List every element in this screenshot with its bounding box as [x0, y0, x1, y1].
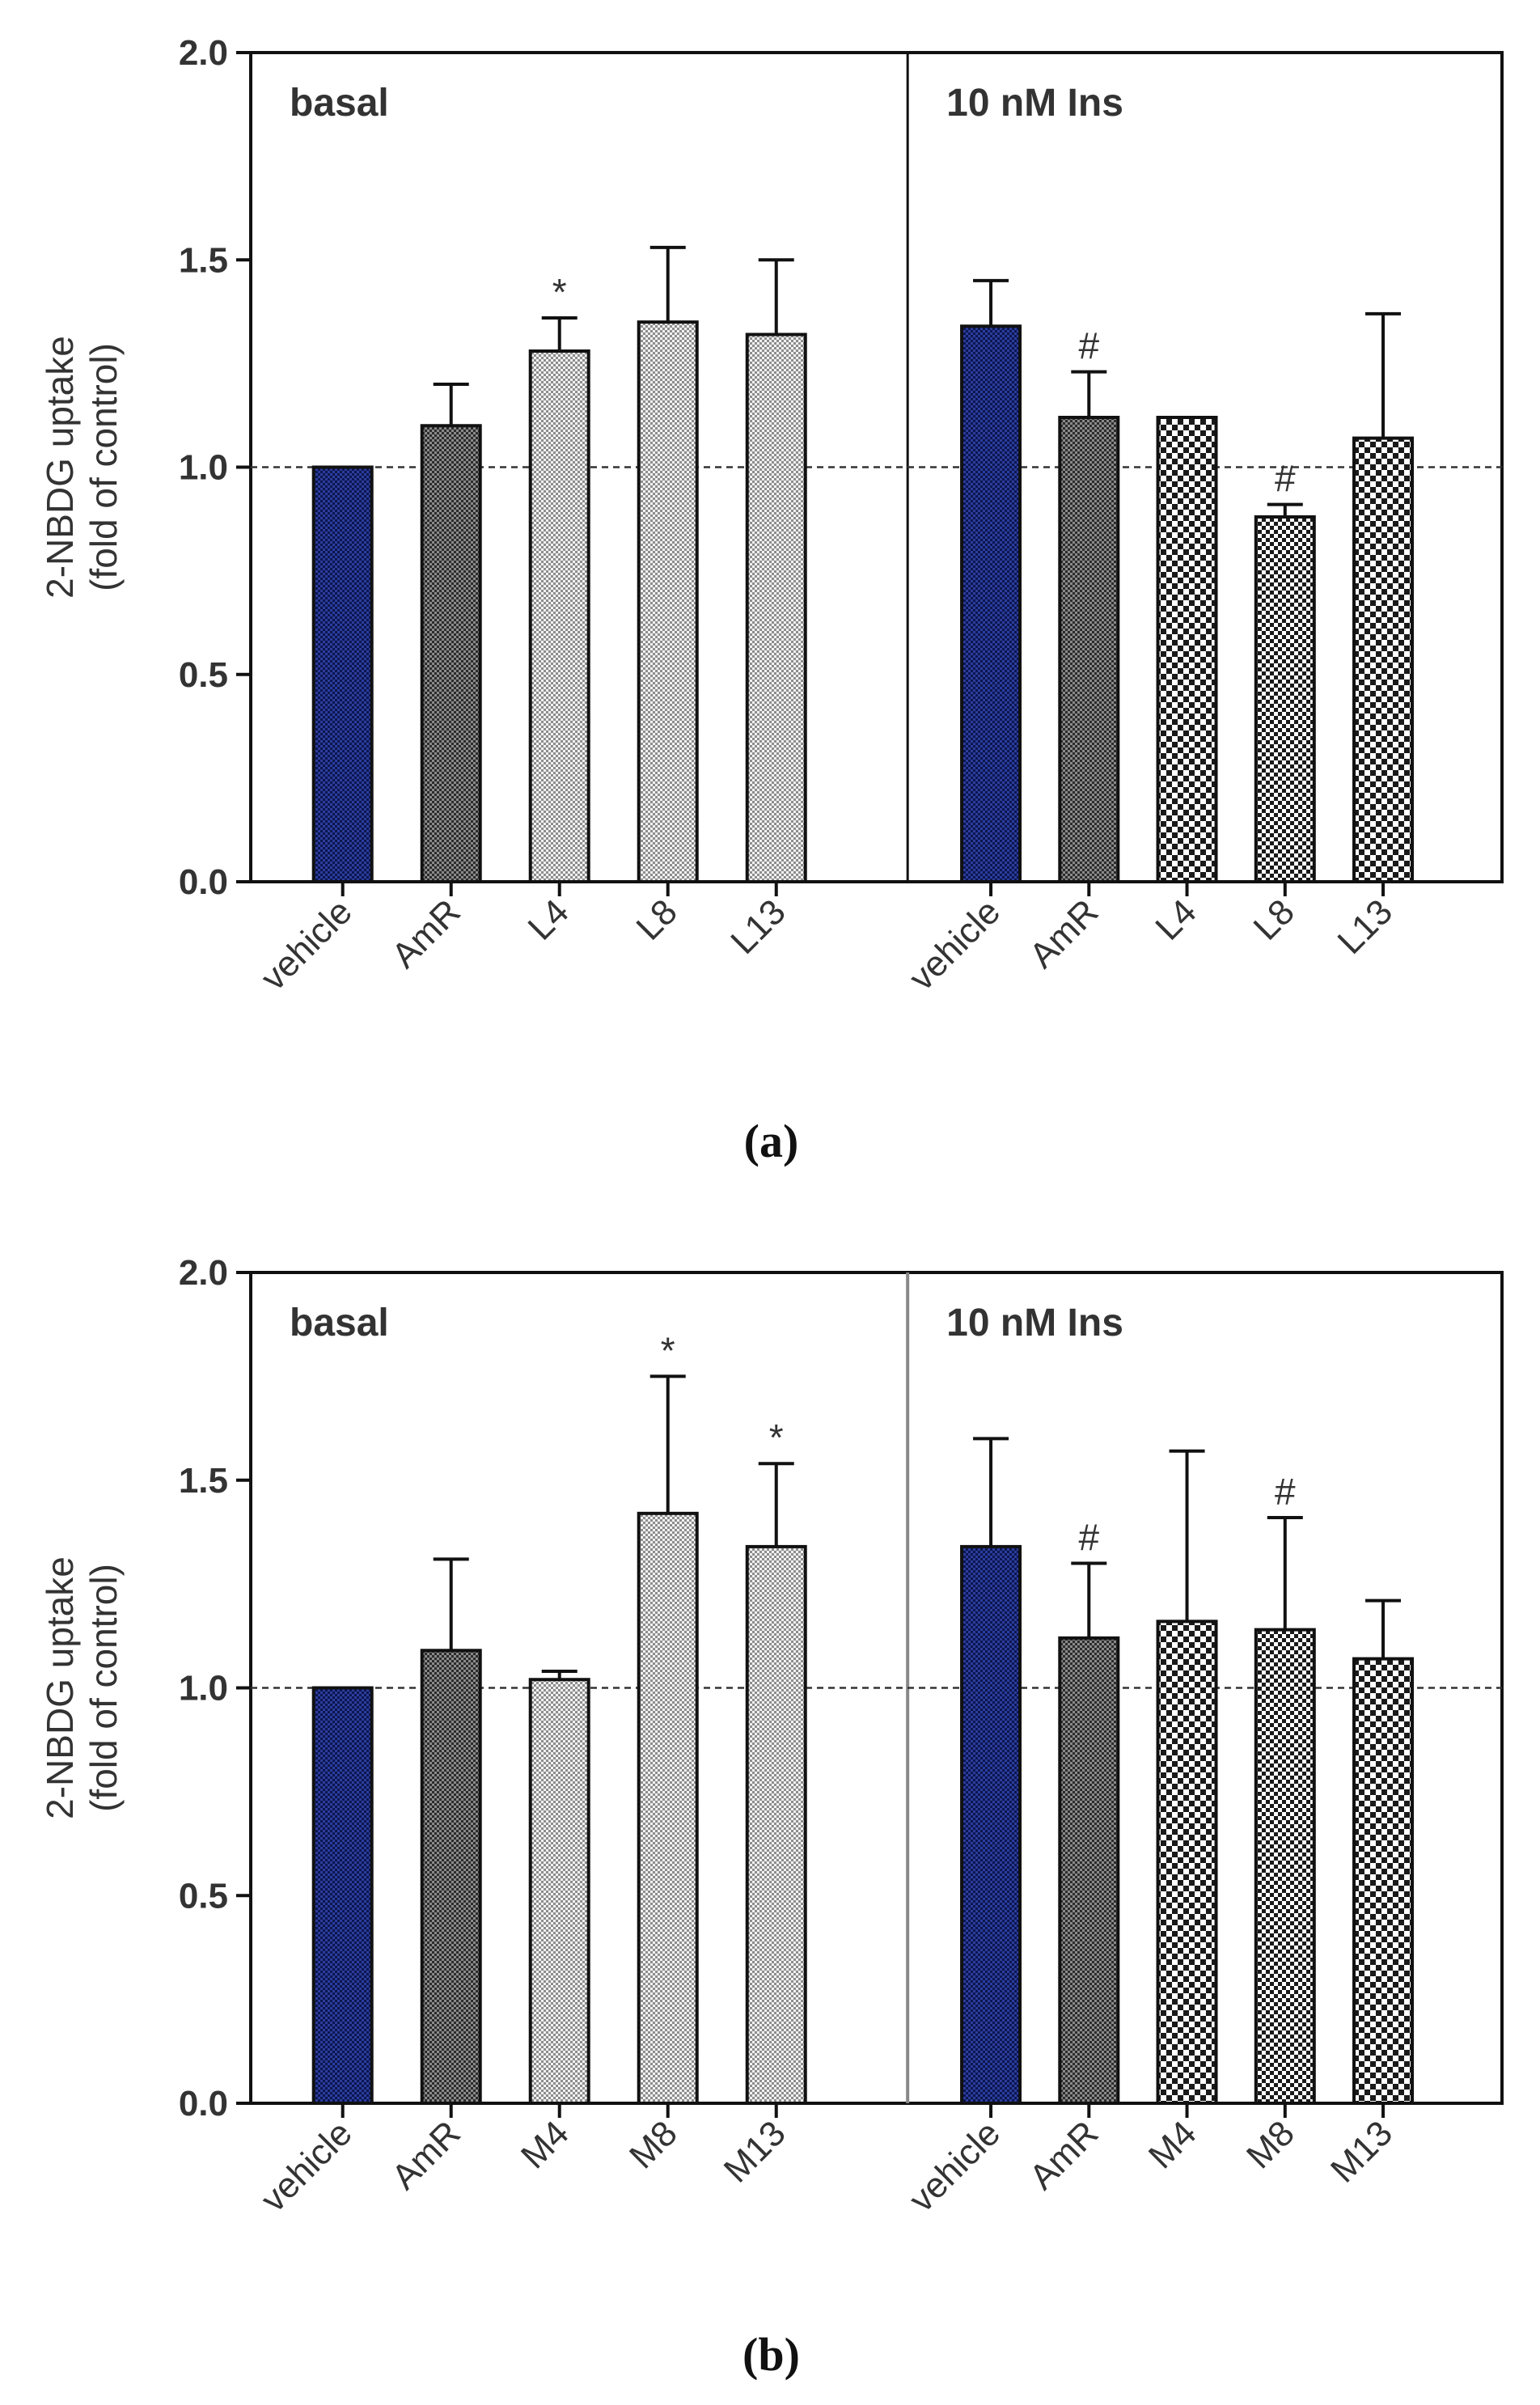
bar-vehicle — [311, 1686, 374, 2105]
x-tick-label: L13 — [723, 891, 793, 962]
y-tick-label: 1.0 — [179, 448, 228, 488]
bar-amr — [1058, 416, 1120, 883]
group-label: 10 nM Ins — [946, 82, 1123, 125]
x-tick-label: M13 — [717, 2113, 793, 2190]
bar-l4 — [528, 349, 590, 883]
y-tick-label: 2.0 — [179, 33, 228, 73]
chart-panel-b: 0.0 0.5 1.0 1.5 2.0 2-NBDG uptake(fold of con… — [39, 1253, 1504, 2381]
y-tick-label: 0.5 — [179, 655, 228, 695]
group-label: 10 nM Ins — [946, 1302, 1123, 1344]
y-tick-label: 1.5 — [179, 240, 228, 280]
group-label: basal — [290, 82, 389, 125]
x-tick-label: M13 — [1323, 2113, 1400, 2190]
panel-caption: (a) — [744, 1115, 799, 1167]
bar-l13 — [745, 332, 807, 883]
bar-amr — [420, 424, 482, 883]
x-tick-label: L4 — [521, 891, 577, 947]
bar-vehicle — [960, 1544, 1022, 2106]
x-tick-label: L8 — [629, 891, 685, 947]
y-tick-label: 1.5 — [179, 1461, 228, 1501]
x-tick-label: M4 — [514, 2113, 577, 2176]
bar-l13 — [1352, 436, 1415, 883]
bar-m4 — [528, 1678, 590, 2105]
x-tick-label: vehicle — [253, 891, 359, 997]
bar-vehicle — [960, 324, 1022, 883]
bar-amr — [1058, 1636, 1120, 2105]
bar-m13 — [1352, 1657, 1415, 2105]
x-tick-label: L4 — [1148, 891, 1204, 947]
y-axis-label: 2-NBDG uptake(fold of control) — [39, 336, 125, 599]
group-label: basal — [290, 1302, 389, 1344]
significance-marker: * — [661, 1329, 675, 1371]
significance-marker: # — [1275, 458, 1296, 500]
y-tick-label: 1.0 — [179, 1669, 228, 1708]
x-tick-label: M8 — [622, 2113, 685, 2176]
significance-marker: # — [1275, 1471, 1296, 1513]
x-tick-label: AmR — [384, 2113, 468, 2197]
x-tick-label: AmR — [1022, 891, 1106, 976]
y-tick-label: 0.5 — [179, 1876, 228, 1916]
x-tick-label: L13 — [1331, 891, 1401, 962]
significance-marker: # — [1078, 325, 1099, 367]
x-tick-label: L8 — [1246, 891, 1302, 947]
bar-l8 — [637, 320, 699, 883]
bar-l8 — [1254, 515, 1316, 883]
significance-marker: * — [769, 1416, 784, 1459]
panel-caption: (b) — [742, 2328, 800, 2381]
chart-panel-a: 0.0 0.5 1.0 1.5 2.0 2-NBDG uptake(fold of con… — [39, 33, 1504, 1167]
x-tick-label: vehicle — [902, 891, 1008, 997]
y-tick-label: 0.0 — [179, 862, 228, 902]
bar-m4 — [1156, 1620, 1218, 2105]
x-tick-label: M4 — [1141, 2113, 1204, 2176]
x-tick-label: M8 — [1239, 2113, 1302, 2176]
bar-l4 — [1156, 416, 1218, 883]
bar-amr — [420, 1649, 482, 2106]
x-tick-label: AmR — [384, 891, 468, 976]
bar-m8 — [1254, 1628, 1316, 2105]
y-tick-label: 2.0 — [179, 1253, 228, 1293]
x-tick-label: vehicle — [902, 2113, 1008, 2219]
x-tick-label: AmR — [1022, 2113, 1106, 2197]
significance-marker: # — [1078, 1516, 1099, 1558]
bar-m8 — [637, 1511, 699, 2105]
x-tick-label: vehicle — [253, 2113, 359, 2219]
bar-vehicle — [311, 465, 374, 883]
y-tick-label: 0.0 — [179, 2084, 228, 2123]
significance-marker: * — [552, 271, 567, 313]
y-axis-label: 2-NBDG uptake(fold of control) — [39, 1556, 125, 1819]
bar-m13 — [745, 1544, 807, 2106]
